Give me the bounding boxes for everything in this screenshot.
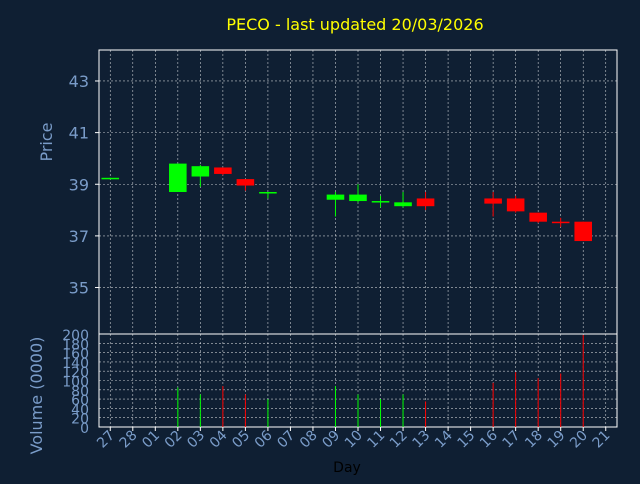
price-tick-labels: 35 37 39 41 43 [69,72,99,298]
candle-body [371,201,390,203]
candlestick [551,217,570,227]
candlestick [529,212,547,223]
price-tick-label: 41 [69,124,89,143]
volume-tick-label: 80 [71,384,89,400]
candle-body [416,198,435,207]
candle-body [506,198,525,212]
price-tick-label: 43 [69,72,89,91]
volume-tick-label: 160 [62,347,89,363]
candlestick [101,177,120,180]
candlestick [214,167,232,176]
price-panel: 35 37 39 41 43 Price [37,49,618,335]
day-tick-label: 27 [94,428,118,452]
day-tick-label: 02 [162,428,186,452]
day-tick-label: 03 [184,428,208,452]
day-tick-label: 19 [545,428,569,452]
candlestick [416,192,435,211]
day-tick-label: 20 [567,428,591,452]
candle-body [551,221,570,224]
chart-title: PECO - last updated 20/03/2026 [226,15,483,34]
price-axis-label: Price [37,122,56,161]
candle-body [349,194,367,202]
candle-body [574,221,593,242]
day-tick-label: 16 [477,427,501,451]
day-tick-label: 18 [522,428,546,452]
volume-axis-label: Volume (0000) [27,337,46,455]
day-tick-label: 06 [252,427,276,451]
candle-body [259,192,277,194]
candlestick [484,192,502,217]
candlestick [326,192,345,217]
candlestick [169,163,187,192]
day-tick-label: 12 [387,428,411,452]
candle-body [169,163,187,192]
candlestick [349,184,367,203]
candlesticks [101,163,593,242]
day-tick-label: 15 [455,428,479,452]
day-tick-label: 17 [500,428,524,452]
candlestick [506,195,525,213]
volume-tick-label: 40 [71,402,89,418]
volume-tick-label: 180 [62,337,89,353]
day-tick-label: 01 [139,428,163,452]
candlestick [371,195,390,208]
candlestick [394,192,412,208]
day-tick-label: 13 [409,428,433,452]
candle-body [214,167,232,174]
candle-body [326,194,345,200]
day-tick-label: 05 [229,428,253,452]
candle-body [101,177,120,180]
candle-body [484,198,502,204]
volume-tick-label: 60 [71,393,89,409]
day-tick-label: 28 [117,428,141,452]
day-tick-label: 04 [207,427,231,451]
day-tick-label: 11 [364,428,388,452]
day-tick-label: 21 [590,428,614,452]
candle-body [394,202,412,207]
candle-body [236,179,255,186]
volume-tick-label: 200 [62,328,89,344]
price-tick-label: 39 [69,175,89,194]
volume-tick-label: 120 [62,365,89,381]
day-tick-label: 14 [432,427,456,451]
volume-bars [177,334,584,427]
day-tick-label: 09 [319,428,343,452]
volume-tick-label: 100 [62,375,89,391]
candlestick [191,164,210,187]
day-axis-label: Day [333,460,361,476]
candlestick [574,221,593,242]
day-tick-label: 10 [342,428,366,452]
price-tick-label: 37 [69,227,89,246]
day-tick-label: 07 [274,428,298,452]
volume-tick-label: 20 [71,412,89,428]
day-tick-label: 08 [297,428,321,452]
volume-tick-label: 0 [80,421,89,437]
candlestick [259,192,277,199]
volume-tick-label: 140 [62,356,89,372]
candlestick [236,179,255,191]
price-tick-label: 35 [69,279,89,298]
candle-body [191,166,210,177]
day-tick-labels: 2728010203040506070809101112131415161718… [94,427,614,452]
candle-body [529,212,547,222]
